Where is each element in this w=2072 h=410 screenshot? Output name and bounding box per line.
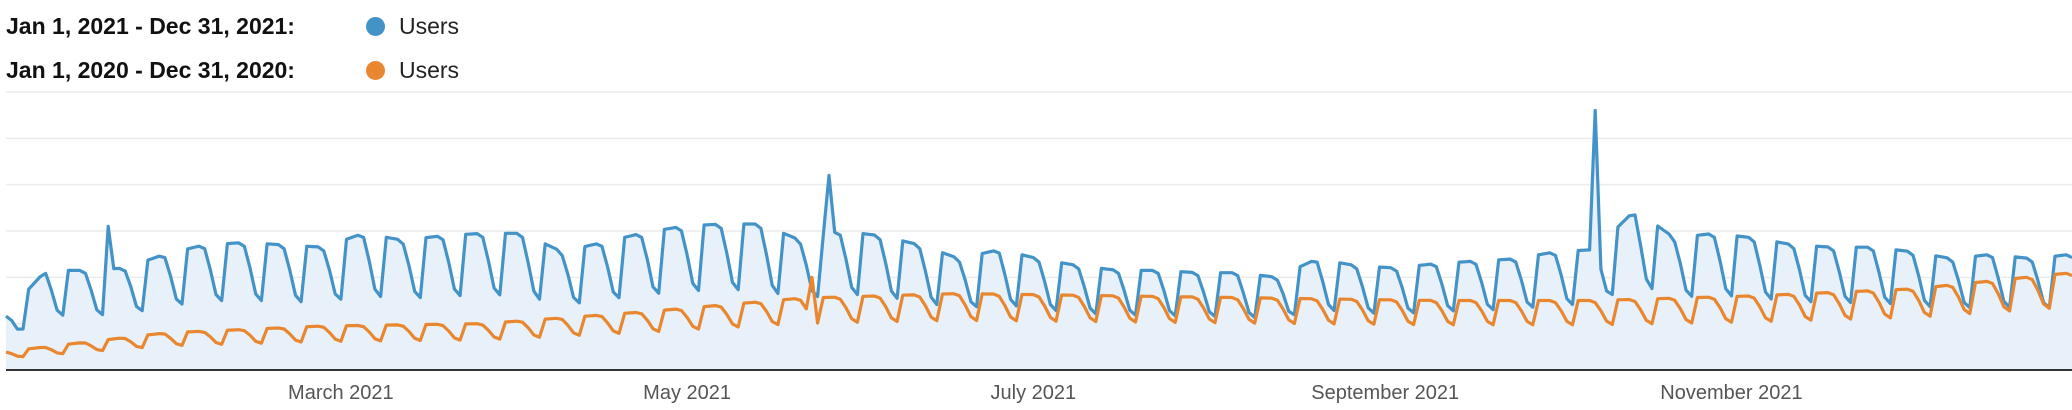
series-area-0 xyxy=(6,110,2072,370)
legend-series-2021: Users xyxy=(399,12,460,39)
legend-row-2020[interactable]: Jan 1, 2020 - Dec 31, 2020: Users xyxy=(6,48,459,92)
legend-period-2020: Jan 1, 2020 - Dec 31, 2020: xyxy=(6,56,295,83)
legend-series-2020: Users xyxy=(399,56,460,83)
series-line-1 xyxy=(5,271,2072,359)
legend-dot-2020 xyxy=(366,60,385,80)
x-tick-label: May 2021 xyxy=(643,382,731,404)
legend-dot-2021 xyxy=(366,16,385,36)
series-line-0 xyxy=(5,108,2072,331)
legend-row-2021[interactable]: Jan 1, 2021 - Dec 31, 2021: Users xyxy=(6,4,459,48)
chart-legend: Jan 1, 2021 - Dec 31, 2021: Users Jan 1,… xyxy=(6,4,459,92)
x-tick-label: September 2021 xyxy=(1311,382,1459,404)
x-tick-label: March 2021 xyxy=(288,382,394,404)
x-tick-label: November 2021 xyxy=(1660,382,1802,404)
legend-period-2021: Jan 1, 2021 - Dec 31, 2021: xyxy=(6,12,295,39)
x-tick-label: July 2021 xyxy=(991,382,1077,404)
